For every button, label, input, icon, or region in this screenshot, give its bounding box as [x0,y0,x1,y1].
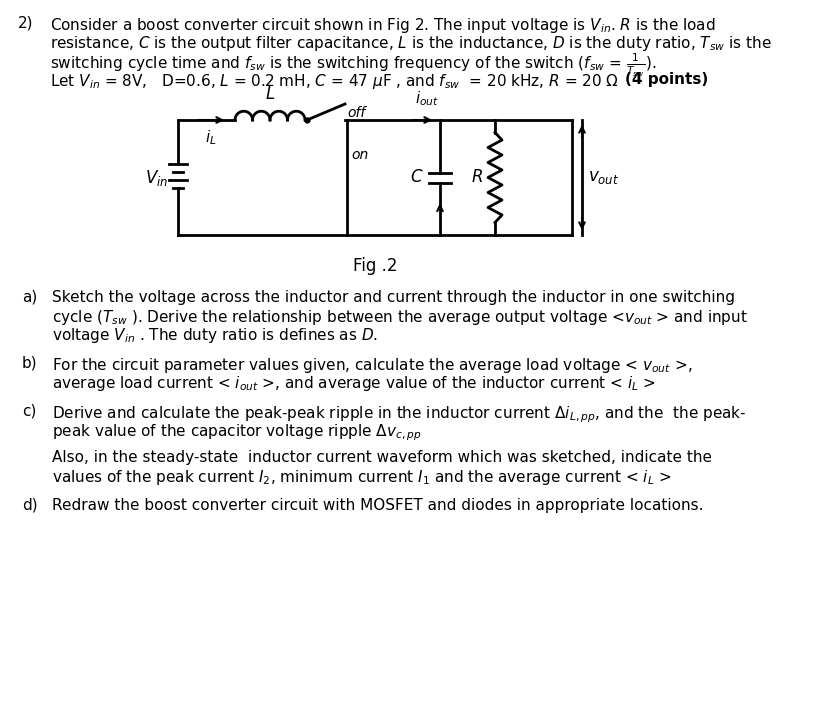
Text: $C$: $C$ [410,169,423,186]
Text: $i_L$: $i_L$ [205,128,217,146]
Text: $V_{in}$: $V_{in}$ [145,168,168,188]
Text: $L$: $L$ [265,85,275,104]
Text: switching cycle time and $f_{sw}$ is the switching frequency of the switch ($f_{: switching cycle time and $f_{sw}$ is the… [50,52,656,79]
Text: Let $V_{in}$ = 8V,   D=0.6, $L$ = 0.2 mH, $C$ = 47 $\mu$F , and $f_{sw}$  = 20 k: Let $V_{in}$ = 8V, D=0.6, $L$ = 0.2 mH, … [50,72,619,91]
Text: Derive and calculate the peak-peak ripple in the inductor current $\Delta i_{L,p: Derive and calculate the peak-peak rippl… [52,404,745,425]
Text: average load current < $i_{out}$ >, and average value of the inductor current < : average load current < $i_{out}$ >, and … [52,374,655,393]
Text: b): b) [22,356,37,371]
Text: values of the peak current $I_2$, minimum current $I_1$ and the average current : values of the peak current $I_2$, minimu… [52,468,671,487]
Text: (4 points): (4 points) [624,72,707,87]
Text: $R$: $R$ [471,169,482,186]
Text: d): d) [22,498,37,513]
Text: Redraw the boost converter circuit with MOSFET and diodes in appropriate locatio: Redraw the boost converter circuit with … [52,498,703,513]
Text: resistance, $C$ is the output filter capacitance, $L$ is the inductance, $D$ is : resistance, $C$ is the output filter cap… [50,34,771,53]
Text: c): c) [22,404,36,419]
Text: peak value of the capacitor voltage ripple $\Delta v_{c,pp}$: peak value of the capacitor voltage ripp… [52,422,421,443]
Text: $v_{out}$: $v_{out}$ [587,169,619,186]
Text: Also, in the steady-state  inductor current waveform which was sketched, indicat: Also, in the steady-state inductor curre… [52,450,711,465]
Text: Fig .2: Fig .2 [352,257,397,275]
Text: cycle ($T_{sw}$ ). Derive the relationship between the average output voltage <$: cycle ($T_{sw}$ ). Derive the relationsh… [52,308,747,327]
Text: on: on [351,148,368,162]
Text: off: off [347,106,365,120]
Text: a): a) [22,290,37,305]
Text: 2): 2) [18,16,33,31]
Text: voltage $V_{in}$ . The duty ratio is defines as $D$.: voltage $V_{in}$ . The duty ratio is def… [52,326,378,345]
Text: For the circuit parameter values given, calculate the average load voltage < $v_: For the circuit parameter values given, … [52,356,691,375]
Text: Consider a boost converter circuit shown in Fig 2. The input voltage is $V_{in}$: Consider a boost converter circuit shown… [50,16,715,35]
Text: Sketch the voltage across the inductor and current through the inductor in one s: Sketch the voltage across the inductor a… [52,290,734,305]
Text: $i_{out}$: $i_{out}$ [415,89,439,108]
